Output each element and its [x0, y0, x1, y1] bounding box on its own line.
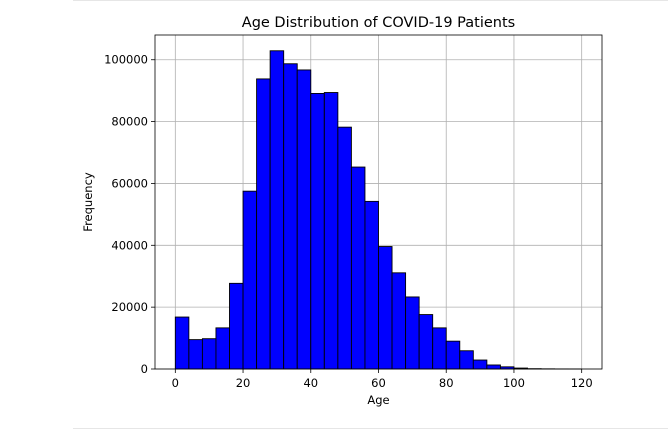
histogram-bar — [242, 190, 258, 370]
y-tick-label: 40000 — [111, 238, 148, 252]
y-tick-label: 60000 — [111, 176, 148, 190]
ticks-layer: 0 20 40 60 80 100 120 0 20000 40000 60000 80000 1000… — [104, 53, 593, 390]
x-tick-label: 60 — [371, 376, 386, 390]
x-tick-label: 120 — [571, 376, 593, 390]
histogram-bar — [310, 92, 325, 370]
histogram-bar — [459, 350, 474, 370]
x-tick-label: 100 — [503, 376, 525, 390]
x-tick-label: 0 — [172, 376, 179, 390]
histogram-bar — [337, 126, 352, 370]
histogram-bar — [215, 327, 230, 370]
histogram-bar — [269, 50, 285, 370]
histogram-bar — [323, 92, 339, 370]
histogram-bar — [418, 314, 434, 370]
histogram-bar — [378, 246, 393, 370]
histogram-bar — [174, 316, 190, 370]
x-tick-label: 80 — [439, 376, 454, 390]
histogram-bar — [201, 338, 217, 370]
y-tick-label: 100000 — [104, 53, 148, 67]
histogram-bar — [188, 339, 203, 370]
histogram-bar — [405, 296, 420, 370]
histogram-bar — [256, 78, 271, 370]
top-divider — [73, 0, 668, 1]
histogram-bar — [432, 327, 447, 370]
chart-title: Age Distribution of COVID-19 Patients — [242, 15, 515, 31]
histogram-bar — [364, 200, 379, 370]
histogram-bar — [283, 63, 298, 370]
histogram-bar — [350, 166, 366, 370]
histogram-bar — [472, 359, 488, 370]
x-tick-label: 20 — [236, 376, 251, 390]
histogram-bar — [391, 272, 407, 370]
x-axis-label: Age — [367, 393, 389, 407]
y-tick-label: 20000 — [111, 300, 148, 314]
y-tick-label: 0 — [141, 362, 148, 376]
x-tick-label: 40 — [303, 376, 318, 390]
histogram-bar — [486, 364, 501, 370]
histogram-bar — [229, 282, 244, 370]
y-tick-label: 80000 — [111, 115, 148, 129]
bars-layer — [174, 50, 583, 370]
histogram-bar — [296, 69, 312, 370]
y-axis-label: Frequency — [81, 172, 95, 232]
histogram-bar — [445, 340, 461, 370]
